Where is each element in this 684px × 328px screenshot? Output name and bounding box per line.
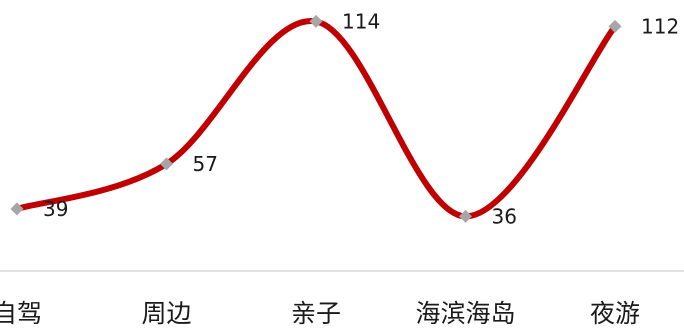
data-label-周边: 57 [193, 152, 218, 176]
data-point-marker-夜游 [608, 19, 622, 33]
data-point-marker-自驾 [10, 202, 24, 216]
category-label-海滨海岛: 海滨海岛 [415, 299, 515, 328]
data-label-自驾: 39 [43, 197, 68, 221]
data-point-marker-亲子 [309, 14, 323, 28]
category-label-亲子: 亲子 [291, 299, 341, 328]
category-label-夜游: 夜游 [590, 299, 640, 328]
category-labels-group: 自驾 周边 亲子 海滨海岛 夜游 [0, 299, 640, 328]
data-label-海滨海岛: 36 [492, 204, 517, 228]
category-label-自驾: 自驾 [0, 299, 42, 328]
markers-group [10, 14, 622, 223]
series-line [14, 18, 618, 220]
data-point-marker-海滨海岛 [459, 209, 472, 223]
data-label-亲子: 114 [342, 9, 380, 33]
data-point-marker-周边 [160, 157, 173, 171]
category-label-周边: 周边 [141, 299, 191, 328]
data-label-夜游: 112 [641, 14, 679, 38]
data-labels-group: 39 57 114 36 112 [43, 9, 679, 228]
